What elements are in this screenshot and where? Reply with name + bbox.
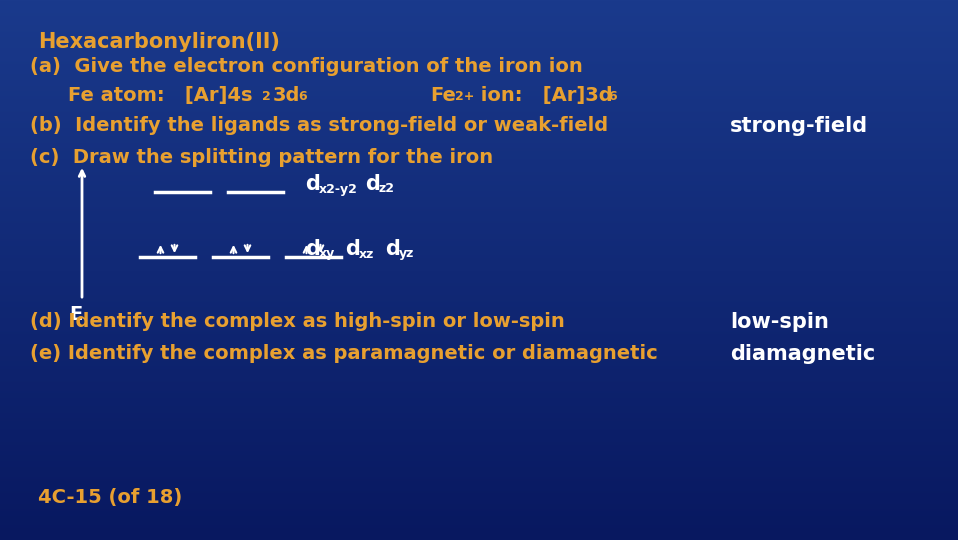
- Text: low-spin: low-spin: [730, 312, 829, 332]
- Text: x2-y2: x2-y2: [319, 183, 358, 195]
- Text: d: d: [385, 239, 399, 259]
- Text: z2: z2: [379, 183, 395, 195]
- Text: strong-field: strong-field: [730, 116, 868, 136]
- Text: ion:   [Ar]3d: ion: [Ar]3d: [474, 86, 612, 105]
- Text: 2+: 2+: [455, 90, 474, 103]
- Text: 2: 2: [262, 90, 271, 103]
- Text: d: d: [345, 239, 360, 259]
- Text: xz: xz: [359, 247, 375, 260]
- Text: (a)  Give the electron configuration of the iron ion: (a) Give the electron configuration of t…: [30, 57, 582, 76]
- Text: 3d: 3d: [273, 86, 301, 105]
- Text: d: d: [305, 239, 320, 259]
- Text: Fe: Fe: [430, 86, 456, 105]
- Text: 6: 6: [298, 90, 307, 103]
- Text: yz: yz: [399, 247, 415, 260]
- Text: Hexacarbonyliron(II): Hexacarbonyliron(II): [38, 32, 280, 52]
- Text: (e) Identify the complex as paramagnetic or diamagnetic: (e) Identify the complex as paramagnetic…: [30, 344, 658, 363]
- Text: (d) Identify the complex as high-spin or low-spin: (d) Identify the complex as high-spin or…: [30, 312, 565, 331]
- Text: Fe atom:   [Ar]4s: Fe atom: [Ar]4s: [68, 86, 253, 105]
- Text: E: E: [69, 305, 82, 324]
- Text: d: d: [305, 174, 320, 194]
- Text: (b)  Identify the ligands as strong-field or weak-field: (b) Identify the ligands as strong-field…: [30, 116, 608, 135]
- Text: xy: xy: [319, 247, 335, 260]
- Text: diamagnetic: diamagnetic: [730, 344, 876, 364]
- Text: 6: 6: [608, 90, 617, 103]
- Text: 4C-15 (of 18): 4C-15 (of 18): [38, 488, 182, 507]
- Text: d: d: [365, 174, 380, 194]
- Text: (c)  Draw the splitting pattern for the iron: (c) Draw the splitting pattern for the i…: [30, 148, 493, 167]
